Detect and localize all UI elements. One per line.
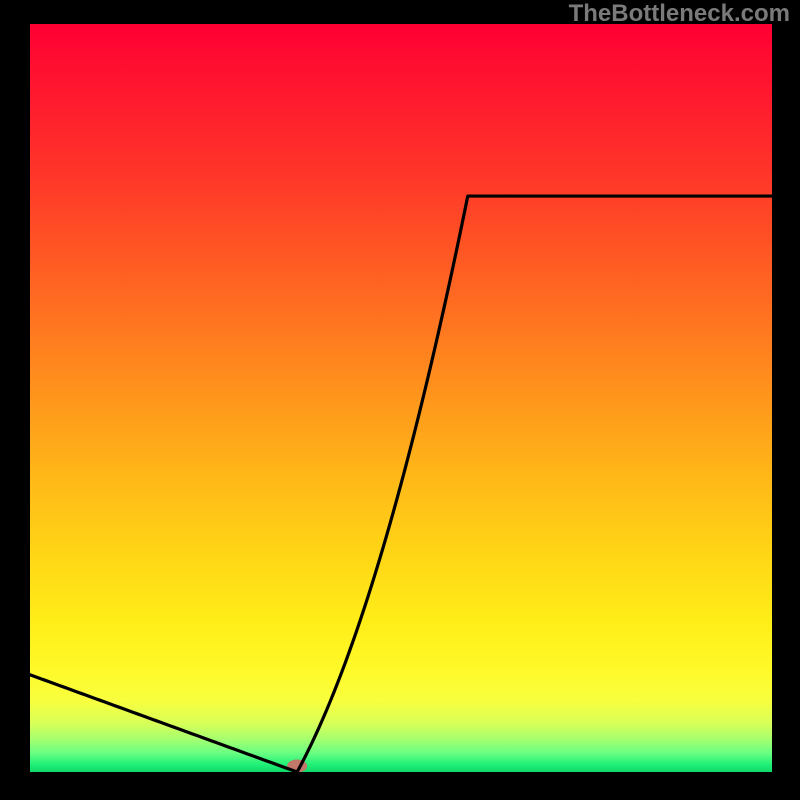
figure-root: TheBottleneck.com	[0, 0, 800, 800]
plot-background-gradient	[30, 24, 772, 772]
bottleneck-chart	[0, 0, 800, 800]
watermark-text: TheBottleneck.com	[569, 0, 790, 28]
